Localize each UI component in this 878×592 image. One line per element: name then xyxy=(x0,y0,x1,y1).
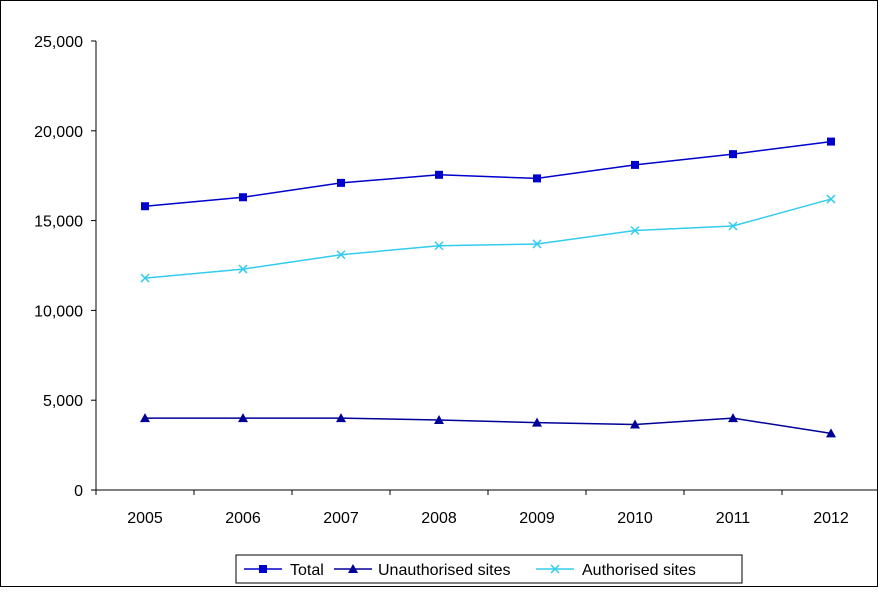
x-tick-label: 2008 xyxy=(421,510,457,527)
x-tick-label: 2006 xyxy=(225,510,261,527)
data-point xyxy=(336,250,346,260)
marker-stroke xyxy=(140,273,150,283)
series-line xyxy=(145,417,832,435)
marker-stroke xyxy=(336,250,346,260)
data-point xyxy=(728,221,738,231)
marker-stroke xyxy=(532,239,542,249)
data-point xyxy=(826,194,836,204)
data-point xyxy=(826,428,836,438)
data-point xyxy=(533,174,541,183)
data-point xyxy=(532,417,542,427)
legend-label: Authorised sites xyxy=(582,562,696,579)
data-point xyxy=(827,137,835,146)
x-tick-label: 2011 xyxy=(716,510,751,527)
legend-box xyxy=(235,554,743,584)
x-tick-label: 2009 xyxy=(519,510,555,527)
data-point xyxy=(337,178,345,187)
legend: Total Unauthorised sites Authorised sites xyxy=(235,554,743,584)
data-point xyxy=(630,419,640,429)
data-point xyxy=(140,273,150,283)
data-point xyxy=(729,150,737,159)
data-point xyxy=(532,239,542,249)
legend-item: Authorised sites xyxy=(536,562,696,579)
y-tick-label: 10,000 xyxy=(34,303,83,320)
legend-swatch-marker xyxy=(550,564,560,574)
legend-label: Unauthorised sites xyxy=(378,562,511,579)
axes: 0 5,000 10,000 15,000 20,000 25,000 2005 2006 20… xyxy=(34,34,878,527)
x-tick-label: 2005 xyxy=(127,510,163,527)
y-tick-label: 5,000 xyxy=(43,393,83,410)
data-point xyxy=(435,170,443,179)
series-authorised-sites xyxy=(140,194,836,283)
data-point xyxy=(140,413,150,423)
data-point xyxy=(728,413,738,423)
data-point xyxy=(141,202,149,211)
series-unauthorised-sites xyxy=(140,413,836,438)
x-tick-label: 2012 xyxy=(813,510,849,527)
y-tick-label: 20,000 xyxy=(34,124,83,141)
x-tick-label: 2010 xyxy=(617,510,653,527)
marker-stroke xyxy=(434,241,444,251)
marker-stroke xyxy=(728,221,738,231)
marker-stroke xyxy=(238,264,248,274)
legend-swatch-marker xyxy=(348,564,358,573)
data-point xyxy=(239,193,247,202)
data-point xyxy=(238,264,248,274)
series-total xyxy=(141,137,835,211)
data-point xyxy=(631,160,639,169)
legend-label: Total xyxy=(290,562,324,579)
x-tick-label: 2007 xyxy=(323,510,359,527)
series-line xyxy=(144,198,832,279)
y-tick-label: 15,000 xyxy=(34,214,83,231)
data-point xyxy=(238,413,248,423)
series-layer xyxy=(140,137,836,438)
marker-stroke xyxy=(550,564,560,574)
data-point xyxy=(434,414,444,424)
data-point xyxy=(434,241,444,251)
series-line xyxy=(144,140,832,207)
y-tick-label: 25,000 xyxy=(34,34,83,51)
marker-stroke xyxy=(630,225,640,236)
data-point xyxy=(630,225,640,236)
legend-swatch-marker xyxy=(259,565,267,573)
legend-item: Unauthorised sites xyxy=(334,562,511,579)
y-tick-label: 0 xyxy=(74,483,83,500)
data-point xyxy=(336,413,346,423)
legend-item: Total xyxy=(244,562,324,579)
marker-stroke xyxy=(826,194,836,204)
